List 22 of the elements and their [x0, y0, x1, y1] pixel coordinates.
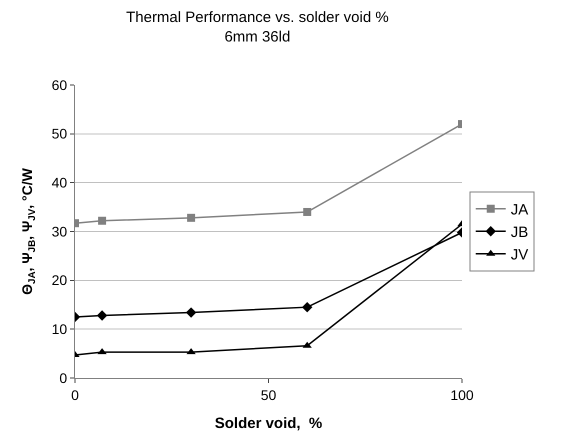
x-tick-label: 50: [260, 386, 276, 403]
y-tick-label: 20: [52, 272, 68, 288]
chart-subtitle: 6mm 36ld: [224, 28, 290, 46]
legend-label: JA: [510, 202, 528, 219]
legend-label: JV: [510, 246, 528, 264]
y-tick-label: 40: [52, 174, 68, 191]
chart-title: Thermal Performance vs. solder void %: [126, 9, 389, 26]
y-tick-label: 60: [52, 76, 68, 93]
point: [96, 310, 108, 321]
point: [187, 214, 196, 222]
point: [302, 302, 312, 312]
legend-label: JB: [510, 224, 528, 242]
point: [98, 216, 106, 225]
point: [303, 208, 312, 216]
y-tick-label: 0: [59, 370, 68, 386]
x-axis-title: Solder void, %: [214, 414, 322, 432]
x-tick-label: 0: [71, 386, 80, 403]
y-tick-label: 30: [52, 223, 68, 240]
point: [186, 307, 196, 318]
x-tick-label: 100: [450, 386, 474, 403]
y-tick-label: 10: [52, 321, 68, 338]
y-tick-label: 50: [52, 126, 68, 142]
